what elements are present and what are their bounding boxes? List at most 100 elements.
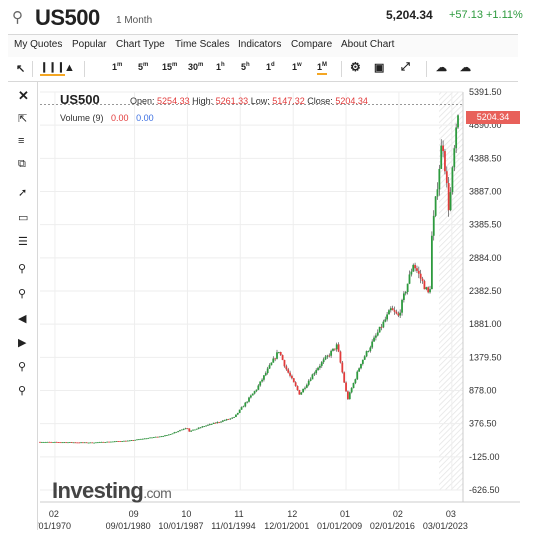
interval-1M-button[interactable]: 1M [317, 62, 328, 75]
x-tick-label-bottom: 01/01/2009 [317, 521, 362, 531]
search-icon[interactable]: ⚲ [12, 9, 23, 26]
mountain-icon[interactable]: ▲ [64, 62, 75, 74]
candle-body [136, 439, 138, 441]
interval-1h-button[interactable]: 1h [216, 62, 225, 72]
candle-body [444, 151, 446, 172]
candle-body [121, 441, 124, 443]
candle-body [417, 270, 420, 274]
candle-body [182, 428, 185, 430]
open-label: Open: [130, 96, 155, 106]
candle-body [235, 414, 237, 417]
x-tick-label-bottom: 10/01/1987 [158, 521, 203, 531]
candle-body [294, 382, 297, 387]
select-cursor-icon[interactable]: ⇱ [18, 113, 28, 125]
candle-body [414, 264, 416, 269]
candle-body [324, 356, 327, 360]
y-tick-label: 1881.00 [469, 319, 502, 329]
fibonacci-icon[interactable]: ≡ [18, 135, 25, 147]
candle-body [367, 351, 370, 352]
fullscreen-icon[interactable]: ⤢ [401, 61, 410, 73]
candle-body [264, 373, 267, 376]
candle-body [389, 308, 392, 311]
candle-body [425, 287, 428, 290]
candle-body [289, 372, 291, 376]
menu-indicators[interactable]: Indicators [238, 39, 282, 50]
price-chart[interactable]: 5391.50 4890.00 4388.50 3887.00 3385.50 2884.… [38, 82, 520, 532]
candle-body [214, 422, 217, 424]
candle-body [236, 412, 239, 415]
candle-body [167, 434, 170, 436]
candle-body [356, 371, 359, 380]
candle-body [46, 441, 49, 443]
candle-body [102, 441, 105, 443]
menu-time-scales[interactable]: Time Scales [175, 39, 230, 50]
candle-body [96, 442, 99, 444]
interval-30m-button[interactable]: 30m [188, 62, 204, 72]
arrow-left-icon[interactable]: ◀ [18, 313, 27, 325]
candle-body [279, 352, 282, 356]
x-tick-label-bottom: 02/01/1970 [38, 521, 71, 531]
menu-my-quotes[interactable]: My Quotes [14, 39, 63, 50]
candle-body [55, 441, 58, 443]
interval-1m-button[interactable]: 1m [112, 62, 123, 72]
candle-body [352, 382, 355, 389]
clone-icon[interactable]: ⧉ [18, 158, 26, 170]
interval-15m-button[interactable]: 15m [162, 62, 178, 72]
remove-person-icon[interactable]: ⚲ [18, 385, 27, 397]
high-label: High: [192, 96, 214, 106]
x-tick-label-top: 03 [446, 509, 456, 519]
interval-1d-button[interactable]: 1d [266, 62, 275, 72]
lines-icon[interactable]: ☰ [18, 236, 28, 248]
candle-body [151, 437, 153, 439]
candle-body [388, 310, 390, 315]
candle-body [347, 391, 349, 400]
y-tick-label: 4890.00 [469, 120, 502, 130]
cloud-download-icon[interactable]: ☁ [436, 62, 447, 74]
candle-body [156, 436, 159, 438]
menu-about-chart[interactable]: About Chart [341, 39, 395, 50]
candle-body [363, 356, 366, 360]
candle-body [402, 293, 405, 300]
candle-body [149, 437, 152, 439]
pointer-icon[interactable]: ↖ [16, 63, 26, 75]
candle-body [216, 422, 219, 424]
close-icon[interactable]: ✕ [18, 88, 29, 103]
zoom-in-icon[interactable]: ⚲ [18, 263, 27, 275]
candle-body [124, 440, 127, 442]
volume-readout: Volume (9) 0.00 0.00 [60, 113, 154, 123]
candle-body [244, 402, 247, 407]
candle-body [169, 434, 172, 435]
candle-body [436, 189, 439, 197]
interval-5h-button[interactable]: 5h [241, 62, 250, 72]
menu-chart-type[interactable]: Chart Type [116, 39, 165, 50]
interval-1w-button[interactable]: 1w [292, 62, 302, 72]
trendline-icon[interactable]: ➚ [18, 187, 28, 199]
interval-5m-button[interactable]: 5m [138, 62, 149, 72]
volume-value-a: 0.00 [111, 113, 129, 123]
candle-body [453, 148, 456, 168]
add-person-icon[interactable]: ⚲ [18, 361, 27, 373]
candle-body [333, 348, 336, 350]
candle-body [82, 442, 84, 444]
candle-body [87, 442, 90, 444]
rectangle-icon[interactable]: ▭ [18, 212, 29, 224]
candle-body [111, 441, 114, 443]
candle-body [54, 441, 56, 443]
gear-icon[interactable]: ⚙ [350, 60, 361, 74]
zoom-out-icon[interactable]: ⚲ [18, 288, 27, 300]
candle-body [158, 436, 161, 438]
camera-icon[interactable]: ▣ [374, 62, 385, 74]
menu-popular[interactable]: Popular [72, 39, 107, 50]
candle-body [309, 379, 312, 381]
candle-body [203, 426, 206, 428]
candle-body [360, 363, 362, 369]
arrow-right-icon[interactable]: ▶ [18, 337, 27, 349]
candle-body [44, 442, 47, 443]
candle-body [231, 417, 234, 419]
candlestick-icon[interactable]: ❙❙❙ [40, 62, 66, 76]
cloud-upload-icon[interactable]: ☁ [460, 62, 471, 74]
menu-compare[interactable]: Compare [291, 39, 333, 50]
candle-body [171, 433, 174, 435]
candle-body [393, 310, 396, 312]
candle-body [380, 326, 383, 328]
